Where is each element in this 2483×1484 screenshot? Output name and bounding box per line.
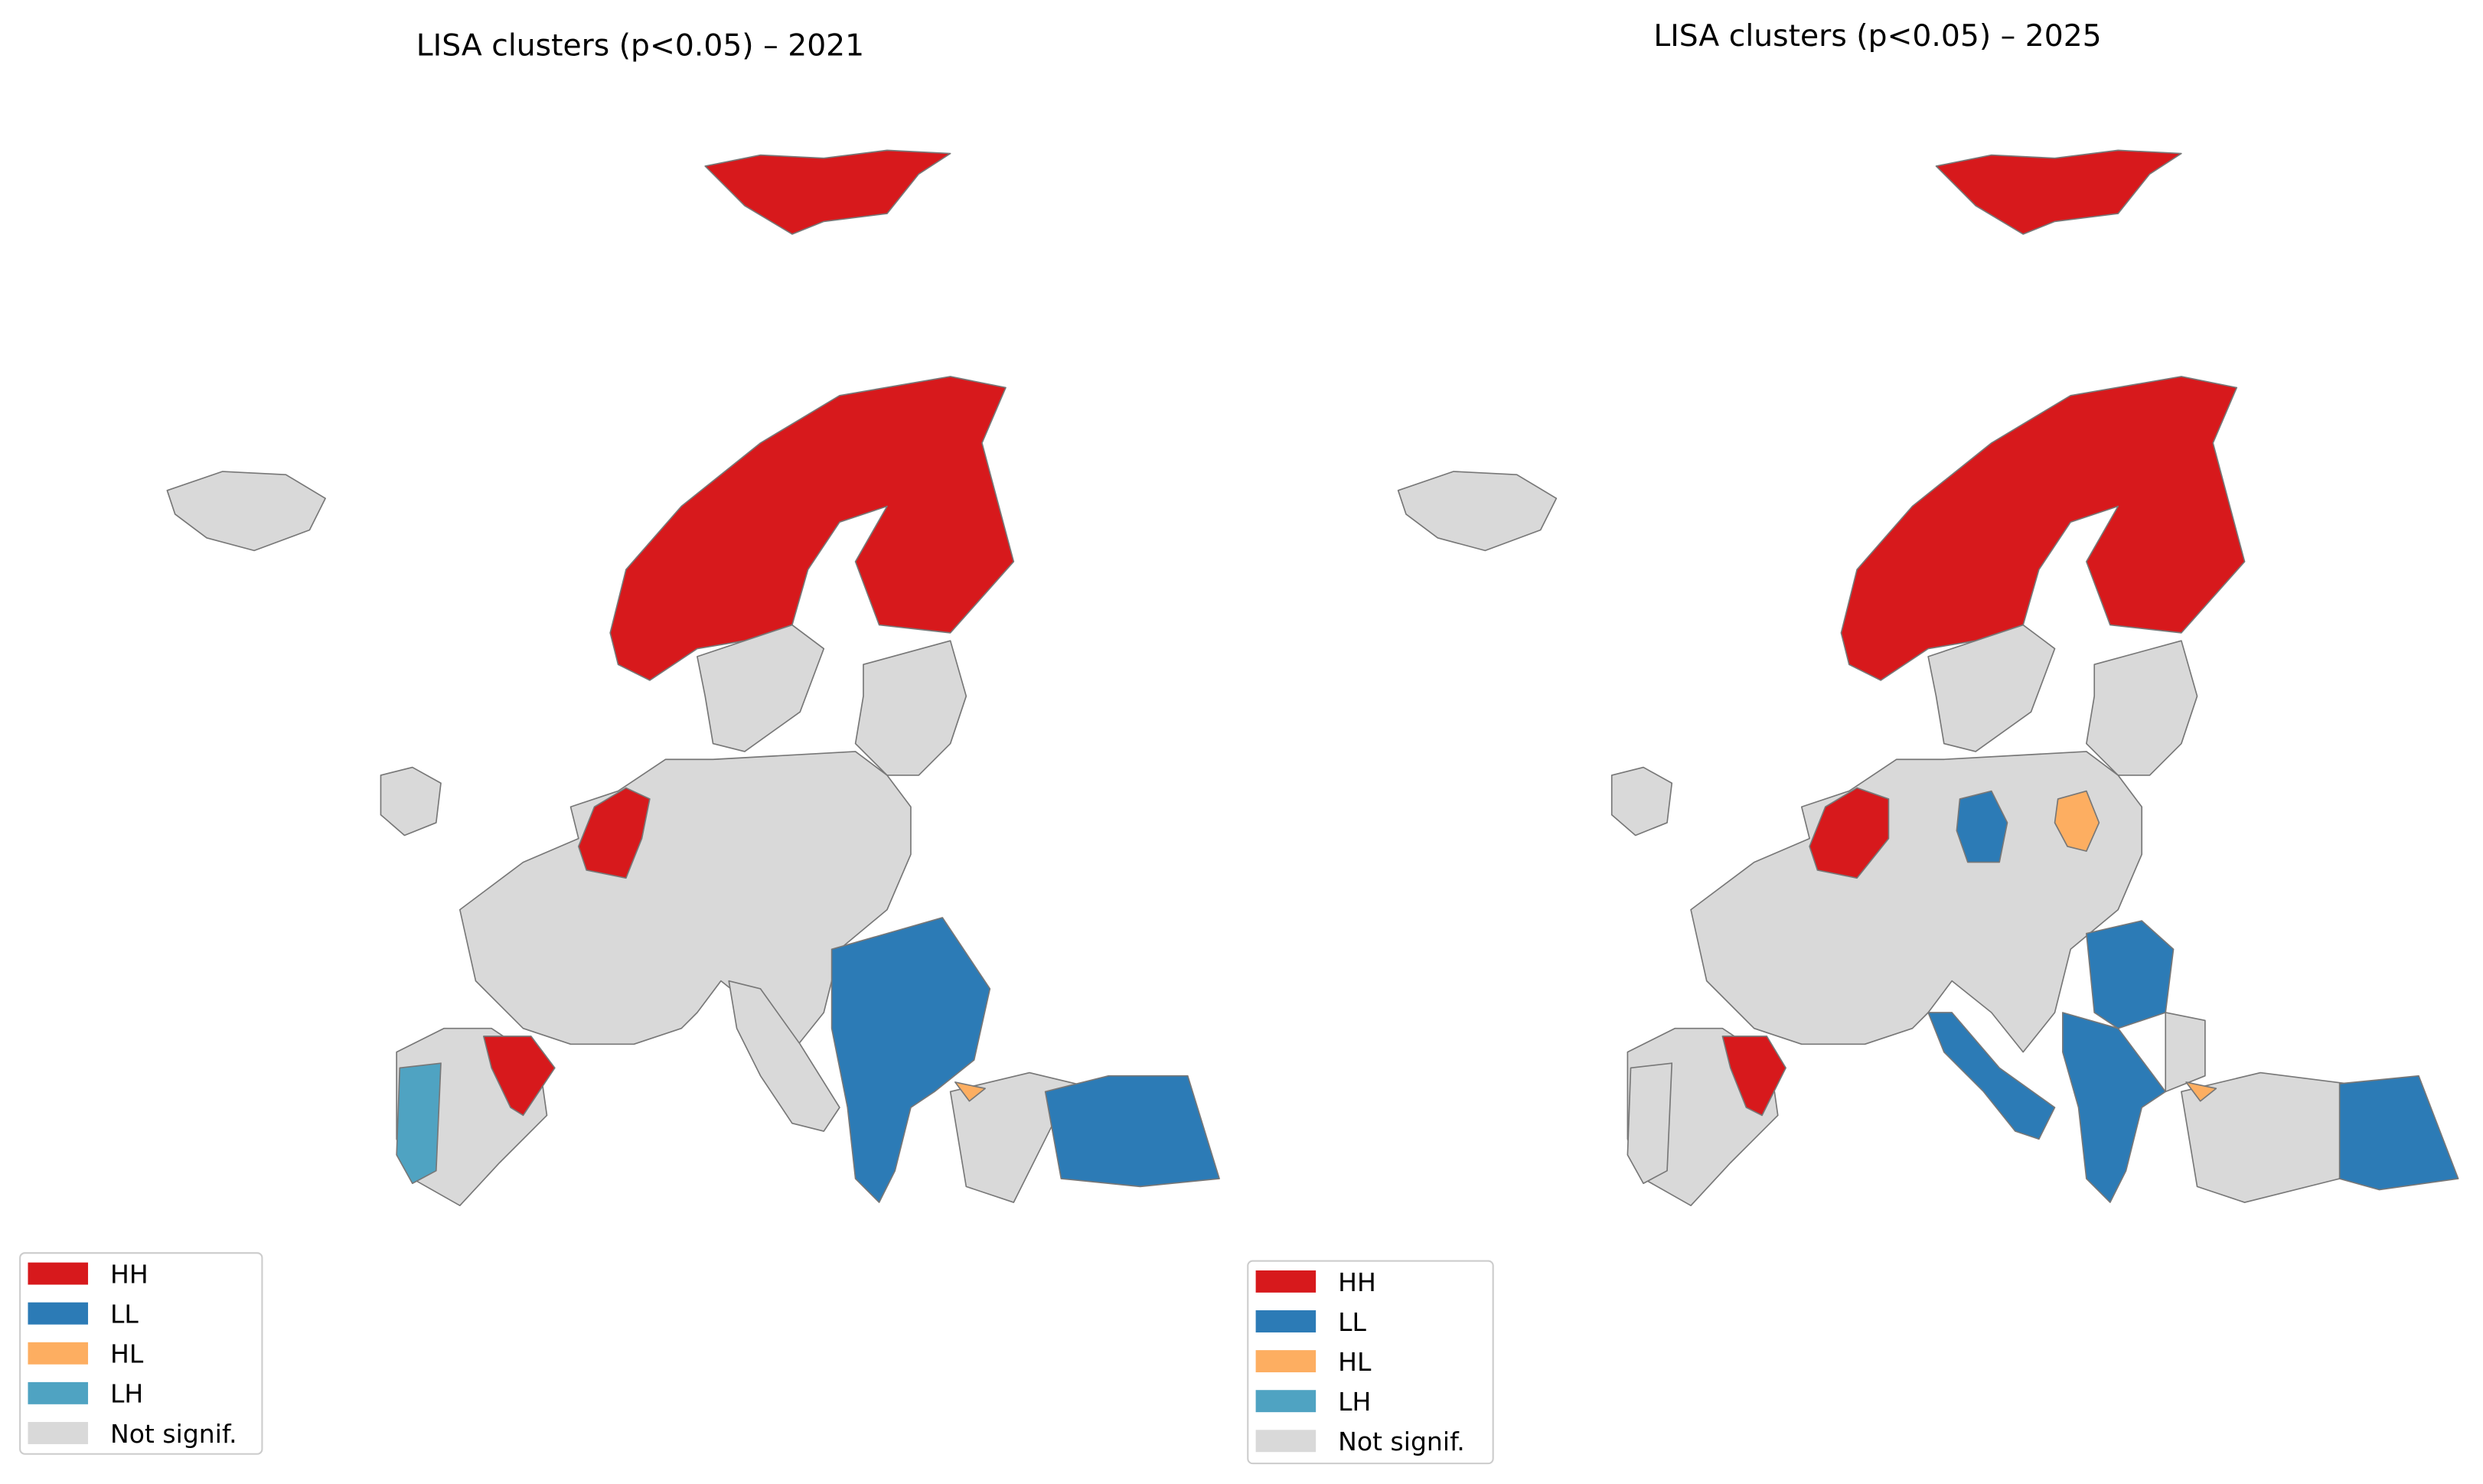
region	[1935, 149, 2182, 235]
region	[609, 376, 1015, 681]
region	[2165, 1012, 2206, 1093]
legend-label: HL	[1338, 1347, 1372, 1377]
legend-label: LL	[1338, 1307, 1366, 1337]
legend-swatch	[28, 1262, 89, 1285]
legend-swatch	[28, 1302, 89, 1325]
legend-items: HH LL HL LH Not signif.	[28, 1259, 237, 1449]
region	[1690, 751, 2143, 1053]
region	[854, 640, 967, 776]
region	[2062, 1012, 2167, 1203]
region	[1809, 787, 1890, 879]
region	[2054, 790, 2100, 852]
legend-swatch	[1255, 1350, 1317, 1373]
region	[2086, 920, 2175, 1029]
region	[458, 751, 912, 1053]
region	[1927, 1012, 2056, 1140]
legend-swatch	[1255, 1430, 1317, 1453]
region	[697, 624, 825, 752]
region	[396, 1062, 442, 1185]
region	[2086, 640, 2198, 776]
region	[704, 149, 951, 235]
legend-swatch	[28, 1421, 89, 1444]
region	[1956, 790, 2008, 863]
region	[2338, 1075, 2459, 1191]
legend-swatch	[1255, 1270, 1317, 1293]
region	[483, 1036, 556, 1117]
legend-label: Not signif.	[1338, 1427, 1465, 1456]
legend-swatch	[1255, 1310, 1317, 1332]
region	[728, 980, 840, 1132]
map-title: LISA clusters (p<0.05) – 2025	[1653, 19, 2101, 54]
map-title: LISA clusters (p<0.05) – 2021	[416, 28, 864, 63]
legend-label: LH	[1338, 1387, 1371, 1417]
region	[1397, 471, 1558, 552]
region	[1044, 1075, 1220, 1188]
legend-swatch	[1255, 1390, 1317, 1413]
map	[166, 149, 1220, 1207]
region	[1610, 766, 1673, 837]
legend-items: HH LL HL LH Not signif.	[1255, 1267, 1465, 1456]
region	[830, 917, 991, 1203]
region	[380, 766, 442, 837]
legend-swatch	[28, 1381, 89, 1404]
region	[1927, 624, 2056, 752]
region	[578, 787, 651, 879]
legend-label: LL	[110, 1300, 139, 1329]
region	[954, 1081, 986, 1102]
region	[166, 471, 326, 552]
legend-label: LH	[110, 1379, 143, 1409]
legend-swatch	[28, 1342, 89, 1365]
legend: HH LL HL LH Not signif.	[19, 1252, 263, 1455]
legend-label: HH	[1338, 1267, 1376, 1297]
map	[1397, 149, 2459, 1207]
region	[1627, 1062, 1673, 1185]
legend-label: Not signif.	[110, 1419, 237, 1449]
legend-label: HH	[110, 1259, 148, 1289]
legend-label: HL	[110, 1339, 144, 1369]
region	[1721, 1036, 1786, 1117]
legend: HH LL HL LH Not signif.	[1247, 1260, 1494, 1465]
region	[2185, 1081, 2217, 1102]
region	[1840, 376, 2246, 681]
